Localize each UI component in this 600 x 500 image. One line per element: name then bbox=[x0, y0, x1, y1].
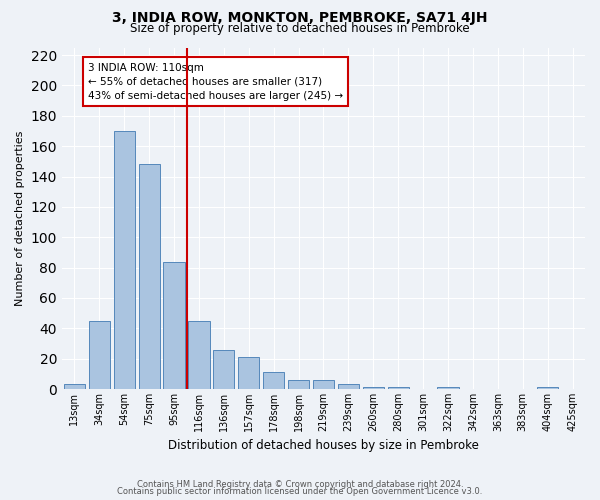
Bar bbox=[338, 384, 359, 389]
Bar bbox=[288, 380, 309, 389]
Bar bbox=[263, 372, 284, 389]
Bar bbox=[537, 388, 558, 389]
Bar bbox=[188, 320, 209, 389]
Bar bbox=[64, 384, 85, 389]
Bar bbox=[388, 388, 409, 389]
Bar bbox=[437, 388, 458, 389]
Text: 3, INDIA ROW, MONKTON, PEMBROKE, SA71 4JH: 3, INDIA ROW, MONKTON, PEMBROKE, SA71 4J… bbox=[112, 11, 488, 25]
Bar bbox=[139, 164, 160, 389]
Bar bbox=[113, 131, 135, 389]
Text: Contains HM Land Registry data © Crown copyright and database right 2024.: Contains HM Land Registry data © Crown c… bbox=[137, 480, 463, 489]
Text: Size of property relative to detached houses in Pembroke: Size of property relative to detached ho… bbox=[130, 22, 470, 35]
Text: Contains public sector information licensed under the Open Government Licence v3: Contains public sector information licen… bbox=[118, 487, 482, 496]
Bar bbox=[362, 388, 384, 389]
Text: 3 INDIA ROW: 110sqm
← 55% of detached houses are smaller (317)
43% of semi-detac: 3 INDIA ROW: 110sqm ← 55% of detached ho… bbox=[88, 62, 343, 100]
Bar bbox=[313, 380, 334, 389]
Bar bbox=[213, 350, 235, 389]
Y-axis label: Number of detached properties: Number of detached properties bbox=[15, 130, 25, 306]
Bar bbox=[89, 320, 110, 389]
Bar bbox=[163, 262, 185, 389]
Bar bbox=[238, 357, 259, 389]
X-axis label: Distribution of detached houses by size in Pembroke: Distribution of detached houses by size … bbox=[168, 440, 479, 452]
